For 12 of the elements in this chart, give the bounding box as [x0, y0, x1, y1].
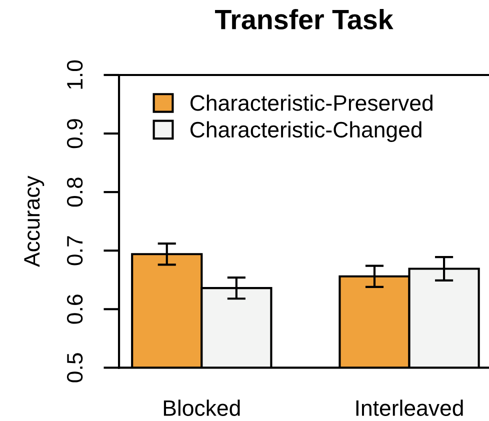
- y-tick-label: 0.7: [66, 236, 83, 266]
- y-tick-label: 0.6: [66, 294, 83, 324]
- x-tick-label: Interleaved: [356, 400, 463, 416]
- y-tick-label: 0.8: [66, 178, 83, 207]
- chart-title: Transfer Task: [215, 9, 394, 30]
- legend-label: Characteristic-Preserved: [190, 94, 432, 111]
- legend-label: Characteristic-Changed: [190, 121, 422, 142]
- y-tick-label: 0.5: [66, 353, 83, 382]
- y-tick-label: 1.0: [66, 60, 83, 89]
- y-axis-title: Accuracy: [24, 176, 44, 267]
- x-tick-label: Blocked: [164, 400, 240, 416]
- y-tick-label: 0.9: [66, 119, 83, 148]
